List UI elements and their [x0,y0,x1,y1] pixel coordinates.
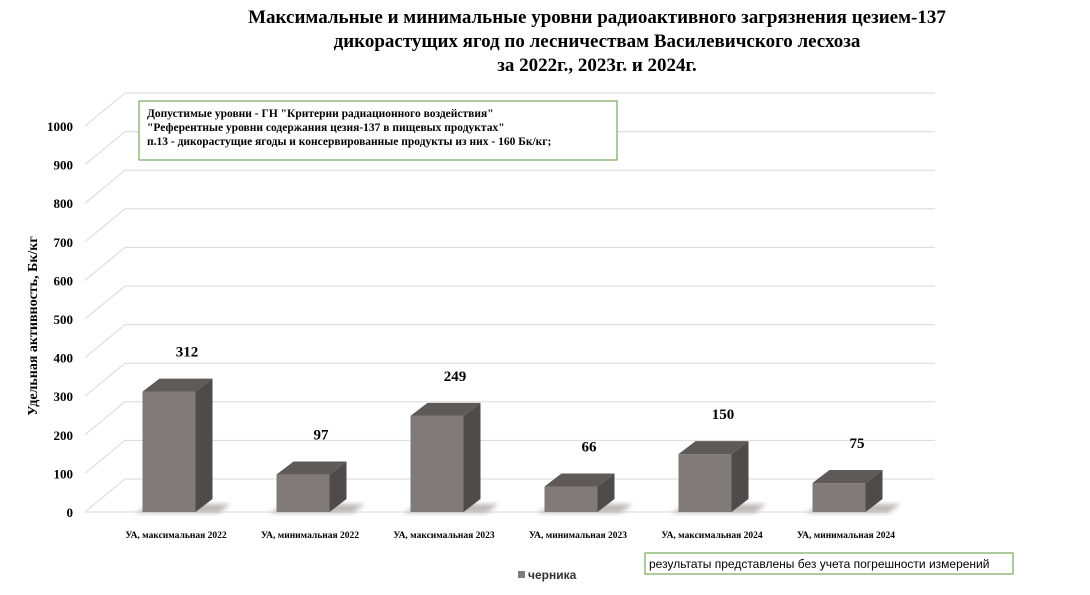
y-tick-label: 800 [54,196,74,211]
bar-front [410,415,464,512]
bar-front [812,483,866,512]
legend-label: черника [528,568,577,582]
y-tick-label: 500 [54,312,74,327]
x-axis-categories: УА, максимальная 2022 УА, минимальная 202… [125,531,895,541]
y-tick-label: 400 [54,351,74,366]
bar-top [544,473,615,487]
y-tick-label: 100 [54,466,74,481]
bar-top [678,441,749,455]
chart-title-line-2: дикорастущих ягод по лесничествам Василе… [334,31,861,52]
bar-front [544,486,598,512]
bar-side [597,473,615,512]
norm-annotation-line-3: п.13 - дикорастущие ягоды и консервирова… [147,136,551,148]
bar-top [812,470,883,484]
data-label: 97 [314,428,330,444]
bar [268,461,365,513]
legend: черника [518,568,577,582]
data-label: 150 [712,407,735,423]
bar-top [142,378,213,392]
y-tick-label: 900 [54,158,74,173]
x-category-label: УА, максимальная 2023 [393,531,494,541]
bar-front [678,454,732,512]
chart-title-line-1: Максимальные и минимальные уровни радиоа… [248,7,946,28]
y-tick-label: 600 [54,273,74,288]
gridline-depth [84,247,126,281]
data-label: 66 [582,440,598,456]
gridline-depth [84,324,126,358]
chart-title: Максимальные и минимальные уровни радиоа… [248,7,946,76]
y-axis-ticks: 0 100 200 300 400 500 600 700 800 900 1000 [47,119,73,520]
legend-swatch [518,571,525,578]
gridline-depth [84,478,126,513]
norm-annotation: Допустимые уровни - ГН "Критерии радиаци… [138,100,618,161]
bar-top [276,461,347,475]
y-axis-label: Удельная активность, Бк/кг [26,236,41,415]
gridline-depth [84,285,126,320]
x-category-label: УА, минимальная 2022 [261,531,359,541]
y-tick-label: 0 [67,505,74,520]
bar [402,402,499,513]
x-category-label: УА, минимальная 2023 [529,531,627,541]
x-category-label: УА, минимальная 2024 [797,531,895,541]
norm-annotation-line-1: Допустимые уровни - ГН "Критерии радиаци… [147,108,494,120]
bar-side [731,441,749,512]
gridline-depth [84,92,126,127]
x-category-label: УА, максимальная 2024 [661,531,762,541]
gridline-depth [84,362,126,397]
bar-side [865,470,883,512]
y-tick-label: 200 [54,428,74,443]
y-tick-label: 300 [54,389,74,404]
chart-title-line-3: за 2022г., 2023г. и 2024г. [497,55,697,76]
bar-front [276,474,330,512]
bar-side [195,378,213,512]
bar-front [142,391,196,512]
bar [536,473,633,513]
bar-side [463,402,481,512]
bars [134,378,901,513]
x-category-label: УА, максимальная 2022 [125,531,226,541]
footnote-box [644,552,1014,575]
data-label: 75 [850,436,865,452]
bar [134,378,231,513]
norm-annotation-box [138,100,618,161]
data-label: 312 [176,345,199,361]
y-tick-label: 700 [54,235,74,250]
bar [670,441,767,513]
bar [804,470,901,513]
data-label: 249 [444,369,467,385]
gridline-depth [84,208,126,243]
gridline-depth [84,169,126,204]
norm-annotation-line-2: "Референтные уровни содержания цезия-137… [147,122,505,134]
bar-top [410,402,481,416]
gridline-depth [84,401,126,436]
data-labels: 312 97 249 66 150 75 [176,345,865,456]
y-tick-label: 1000 [47,119,73,134]
footnote: результаты представлены без учета погреш… [644,552,1014,575]
gridline-depth [84,440,126,474]
footnote-text: результаты представлены без учета погреш… [649,557,989,571]
gridline-depth [84,131,126,165]
bar-side [329,461,347,512]
